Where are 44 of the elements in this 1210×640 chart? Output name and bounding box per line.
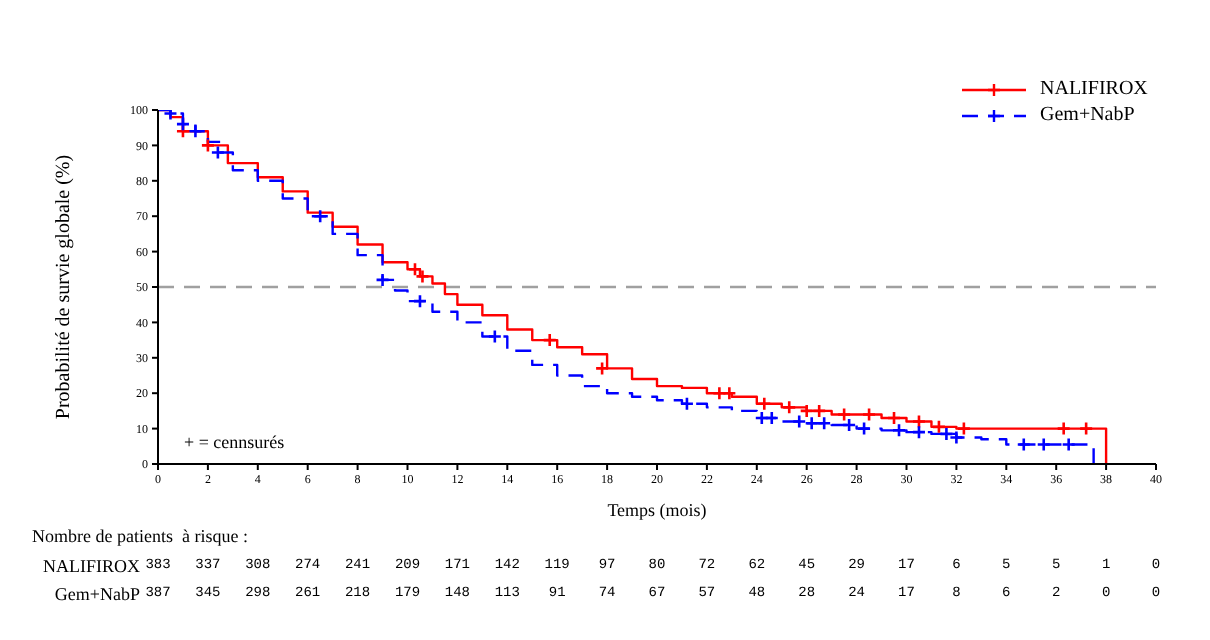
point: [956, 421, 972, 436]
legend-label: Gem+NabP: [1040, 104, 1135, 126]
point: [375, 272, 390, 288]
point: [1078, 421, 1094, 436]
point: [312, 208, 328, 224]
point: [886, 410, 902, 426]
text: Nombre de patients à risque :: [32, 526, 248, 546]
legend-label: NALIFIROX: [1040, 78, 1148, 100]
point: [412, 293, 428, 309]
point: [1061, 437, 1076, 452]
point: [542, 332, 558, 348]
point: [1016, 437, 1032, 452]
point: [811, 403, 827, 419]
point: [911, 424, 927, 440]
point: [841, 417, 857, 433]
point: [163, 110, 178, 121]
point: [594, 361, 610, 376]
point: [756, 396, 772, 412]
point: [856, 421, 872, 436]
point: [415, 269, 430, 284]
point: [764, 410, 780, 426]
annotation: + = cennsurés: [184, 432, 285, 452]
point: [754, 410, 770, 426]
point: [1036, 437, 1052, 452]
point: [1056, 421, 1071, 436]
point: [799, 403, 814, 419]
point: [200, 138, 216, 153]
point: [891, 423, 907, 438]
point: [210, 145, 226, 160]
point: [911, 414, 927, 429]
point: [712, 385, 727, 401]
point: [816, 415, 832, 431]
point: [791, 414, 807, 429]
x-axis-title: Temps (mois): [605, 500, 709, 520]
point: [804, 415, 819, 431]
point: [781, 400, 797, 415]
point: [931, 419, 947, 435]
point: [836, 407, 852, 422]
y-axis-title: Probabilité de survie globale (%): [53, 154, 76, 420]
point: [407, 262, 423, 277]
point: [487, 329, 503, 344]
point: [679, 396, 695, 412]
point: [722, 385, 737, 401]
point: [861, 407, 877, 422]
